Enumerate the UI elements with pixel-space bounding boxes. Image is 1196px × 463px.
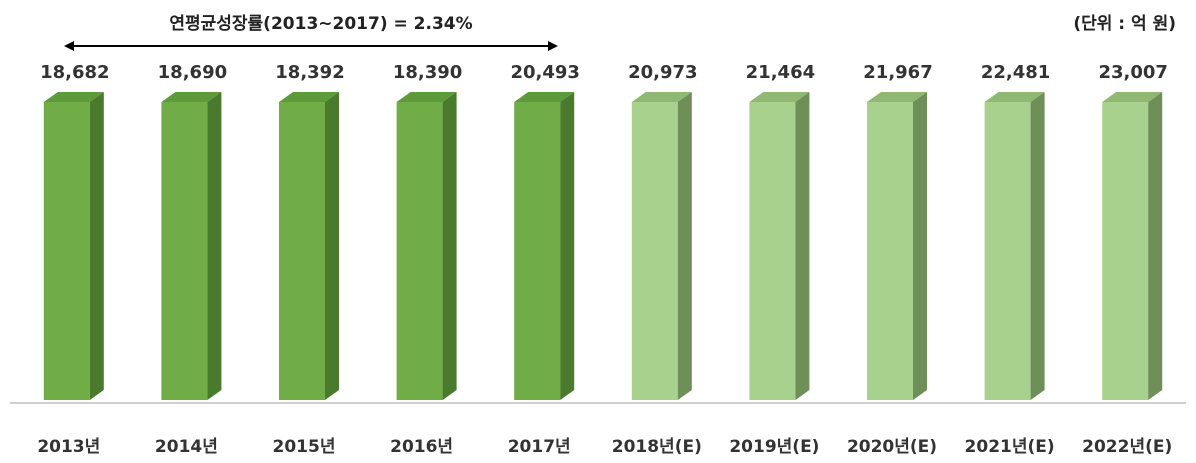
bar-side-4: [560, 92, 575, 400]
bar-top-5: [631, 92, 692, 102]
x-tick-label-6: 2019년(E): [729, 437, 819, 457]
value-label-6: 21,464: [746, 62, 815, 83]
x-tick-label-3: 2016년: [390, 437, 453, 457]
bar-top-2: [279, 92, 339, 102]
bar-3: [396, 102, 443, 400]
x-tick-label-1: 2014년: [155, 437, 218, 457]
bars-group: 18,682 2013년 18,690 2014년 18,392 2015년 18,390 2…: [37, 62, 1172, 457]
bar-side-5: [677, 92, 692, 400]
bar-side-7: [913, 92, 927, 400]
bar-top-1: [161, 92, 222, 102]
value-label-7: 21,967: [863, 62, 932, 83]
bar-top-6: [749, 92, 810, 102]
bar-2: [279, 102, 325, 400]
bar-side-8: [1030, 92, 1045, 400]
bar-side-1: [207, 92, 222, 400]
unit-label: (단위 : 억 원): [1073, 14, 1176, 34]
x-tick-label-5: 2018년(E): [612, 437, 702, 457]
value-label-5: 20,973: [628, 62, 697, 83]
value-label-9: 23,007: [1098, 62, 1167, 83]
value-label-2: 18,392: [275, 62, 344, 83]
bar-side-6: [795, 92, 810, 400]
bar-1: [161, 102, 208, 400]
bar-top-4: [514, 92, 575, 102]
x-tick-label-4: 2017년: [508, 437, 571, 457]
bar-side-9: [1148, 92, 1163, 400]
bar-6: [749, 102, 796, 400]
bar-top-9: [1102, 92, 1163, 102]
value-label-3: 18,390: [393, 62, 462, 83]
x-tick-label-9: 2022년(E): [1082, 437, 1172, 457]
value-label-0: 18,682: [40, 62, 109, 83]
x-tick-label-7: 2020년(E): [847, 437, 937, 457]
bar-5: [631, 102, 678, 400]
bar-0: [43, 102, 90, 400]
bar-top-8: [984, 92, 1045, 102]
bar-side-3: [442, 92, 457, 400]
x-tick-label-0: 2013년: [37, 437, 100, 457]
value-label-4: 20,493: [510, 62, 579, 83]
cagr-annotation: 연평균성장률(2013~2017) = 2.34%: [169, 14, 472, 34]
bar-8: [984, 102, 1031, 400]
bar-top-3: [396, 92, 457, 102]
x-tick-label-2: 2015년: [273, 437, 336, 457]
x-tick-label-8: 2021년(E): [965, 437, 1055, 457]
bar-side-2: [325, 92, 339, 400]
value-label-8: 22,481: [981, 62, 1050, 83]
bar-top-0: [43, 92, 104, 102]
bar-9: [1102, 102, 1149, 400]
bar-side-0: [89, 92, 104, 400]
bar-4: [514, 102, 561, 400]
bar-top-7: [867, 92, 927, 102]
bar-7: [867, 102, 913, 400]
value-label-1: 18,690: [158, 62, 227, 83]
